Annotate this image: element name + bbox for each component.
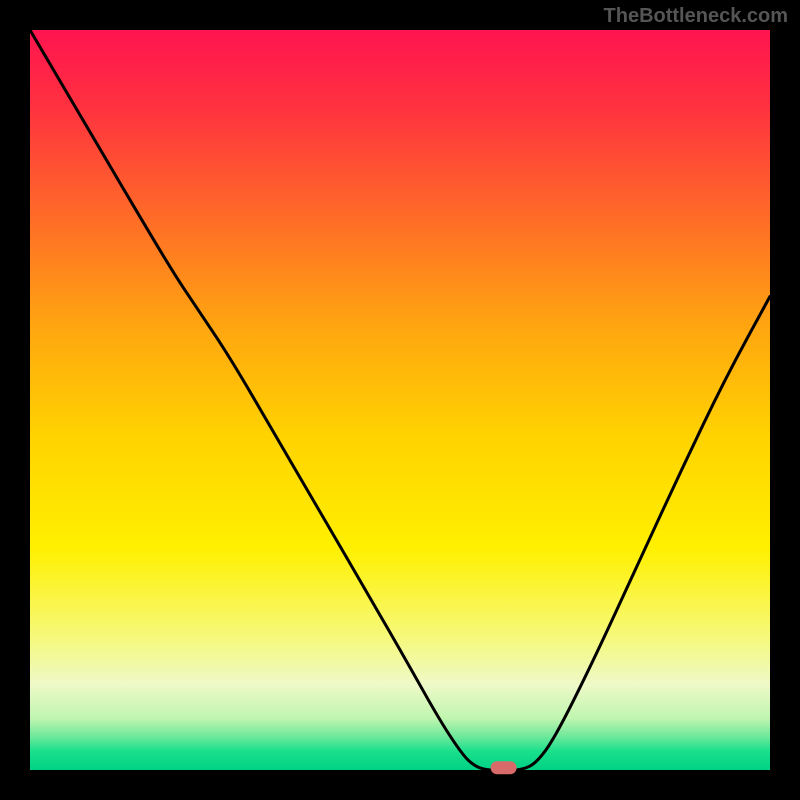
watermark-text: TheBottleneck.com: [604, 5, 788, 27]
optimal-point-marker: [491, 761, 517, 774]
plot-background-gradient: [30, 30, 770, 770]
